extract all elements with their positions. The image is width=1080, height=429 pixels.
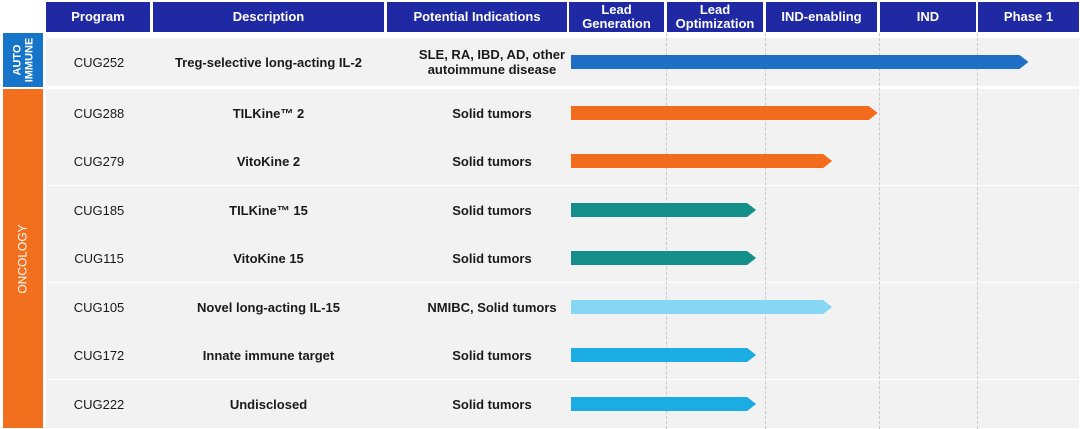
progress-arrow-cug105 [571, 300, 833, 314]
program-code: CUG252 [73, 54, 125, 70]
program-description: Novel long-acting IL-15 [196, 299, 340, 315]
progress-arrow-cug115 [571, 251, 757, 265]
table-row: CUG279 VitoKine 2 Solid tumors [46, 137, 1079, 185]
header-stage-ind-enabling: IND-enabling [766, 2, 877, 32]
progress-arrow-cug185 [571, 203, 757, 217]
table-row: CUG185 TILKine™ 15 Solid tumors [46, 186, 1079, 234]
table-row: CUG172 Innate immune target Solid tumors [46, 331, 1079, 379]
header-program: Program [46, 2, 150, 32]
category-oncology: ONCOLOGY [3, 89, 43, 428]
table-row: CUG222 Undisclosed Solid tumors [46, 380, 1079, 428]
header-stage-phase1: Phase 1 [978, 2, 1079, 32]
program-indication: Solid tumors [452, 153, 532, 169]
program-description: VitoKine 2 [236, 153, 301, 169]
program-code: CUG185 [73, 202, 125, 218]
program-code: CUG288 [73, 105, 125, 121]
progress-arrow-cug252 [571, 55, 1029, 69]
program-indication: NMIBC, Solid tumors [427, 299, 557, 315]
header-stage-lead-optimization: Lead Optimization [667, 2, 763, 32]
program-code: CUG279 [73, 153, 125, 169]
stage-divider [765, 33, 766, 429]
program-description: Treg-selective long-acting IL-2 [174, 54, 363, 70]
program-indication: SLE, RA, IBD, AD, other autoimmune disea… [418, 47, 566, 77]
program-code: CUG172 [73, 347, 125, 363]
program-indication: Solid tumors [452, 202, 532, 218]
progress-arrow-cug172 [571, 348, 757, 362]
progress-arrow-cug288 [571, 106, 878, 120]
program-indication: Solid tumors [452, 396, 532, 412]
program-code: CUG115 [74, 250, 124, 266]
program-description: TILKine™ 2 [232, 105, 305, 121]
program-indication: Solid tumors [452, 105, 532, 121]
program-indication: Solid tumors [452, 250, 532, 266]
program-indication: Solid tumors [452, 347, 532, 363]
program-description: Undisclosed [229, 396, 308, 412]
program-description: TILKine™ 15 [229, 202, 308, 218]
header-stage-lead-generation: Lead Generation [569, 2, 664, 32]
program-description: VitoKine 15 [233, 250, 304, 266]
table-row: CUG115 VitoKine 15 Solid tumors [46, 234, 1079, 282]
header-indications: Potential Indications [387, 2, 567, 32]
table-row: CUG288 TILKine™ 2 Solid tumors [46, 89, 1079, 137]
table-row: CUG105 Novel long-acting IL-15 NMIBC, So… [46, 283, 1079, 331]
header-stage-ind: IND [880, 2, 976, 32]
category-autoimmune: AUTO IMMUNE [3, 33, 43, 87]
header-description: Description [153, 2, 384, 32]
program-description: Innate immune target [202, 347, 335, 363]
progress-arrow-cug222 [571, 397, 757, 411]
program-code: CUG222 [73, 396, 125, 412]
stage-divider [879, 33, 880, 429]
progress-arrow-cug279 [571, 154, 833, 168]
program-code: CUG105 [73, 299, 125, 315]
stage-divider [977, 33, 978, 429]
stage-divider [666, 33, 667, 429]
